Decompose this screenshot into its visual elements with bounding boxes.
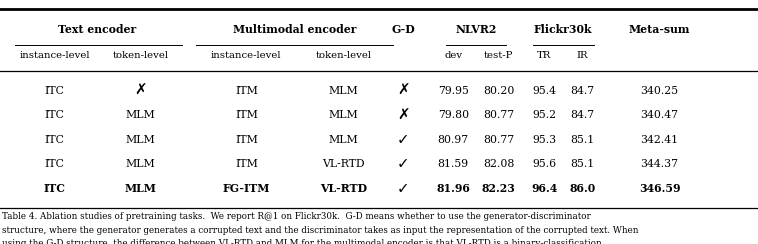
- Text: IR: IR: [576, 51, 588, 60]
- Text: ITC: ITC: [45, 110, 64, 120]
- Text: ITM: ITM: [235, 159, 258, 169]
- Text: ✗: ✗: [134, 83, 146, 98]
- Text: Meta-sum: Meta-sum: [629, 24, 690, 35]
- Text: ✗: ✗: [397, 108, 409, 123]
- Text: Multimodal encoder: Multimodal encoder: [233, 24, 356, 35]
- Text: ITC: ITC: [45, 135, 64, 144]
- Text: ITC: ITC: [43, 183, 66, 194]
- Text: 84.7: 84.7: [570, 110, 594, 120]
- Text: 344.37: 344.37: [641, 159, 678, 169]
- Text: ITC: ITC: [45, 86, 64, 96]
- Text: MLM: MLM: [124, 183, 156, 194]
- Text: 80.20: 80.20: [483, 86, 515, 96]
- Text: 95.3: 95.3: [532, 135, 556, 144]
- Text: 84.7: 84.7: [570, 86, 594, 96]
- Text: 340.47: 340.47: [641, 110, 678, 120]
- Text: 85.1: 85.1: [570, 159, 594, 169]
- Text: 95.4: 95.4: [532, 86, 556, 96]
- Text: instance-level: instance-level: [211, 51, 282, 60]
- Text: TR: TR: [537, 51, 551, 60]
- Text: 81.59: 81.59: [437, 159, 469, 169]
- Text: instance-level: instance-level: [19, 51, 90, 60]
- Text: MLM: MLM: [328, 86, 359, 96]
- Text: ✓: ✓: [397, 156, 409, 172]
- Text: ITM: ITM: [235, 86, 258, 96]
- Text: 81.96: 81.96: [437, 183, 470, 194]
- Text: FG-ITM: FG-ITM: [223, 183, 270, 194]
- Text: 346.59: 346.59: [639, 183, 680, 194]
- Text: ✓: ✓: [397, 132, 409, 147]
- Text: 82.08: 82.08: [483, 159, 515, 169]
- Text: 95.6: 95.6: [532, 159, 556, 169]
- Text: 86.0: 86.0: [569, 183, 595, 194]
- Text: Flickr30k: Flickr30k: [534, 24, 593, 35]
- Text: MLM: MLM: [125, 110, 155, 120]
- Text: NLVR2: NLVR2: [456, 24, 496, 35]
- Text: MLM: MLM: [125, 135, 155, 144]
- Text: ITM: ITM: [235, 110, 258, 120]
- Text: VL-RTD: VL-RTD: [322, 159, 365, 169]
- Text: 96.4: 96.4: [531, 183, 557, 194]
- Text: ✗: ✗: [397, 83, 409, 98]
- Text: ITM: ITM: [235, 135, 258, 144]
- Text: 85.1: 85.1: [570, 135, 594, 144]
- Text: 95.2: 95.2: [532, 110, 556, 120]
- Text: structure, where the generator generates a corrupted text and the discriminator : structure, where the generator generates…: [2, 226, 639, 235]
- Text: 79.80: 79.80: [437, 110, 469, 120]
- Text: Text encoder: Text encoder: [58, 24, 136, 35]
- Text: 79.95: 79.95: [438, 86, 468, 96]
- Text: MLM: MLM: [328, 135, 359, 144]
- Text: Table 4. Ablation studies of pretraining tasks.  We report R@1 on Flickr30k.  G-: Table 4. Ablation studies of pretraining…: [2, 212, 591, 221]
- Text: 342.41: 342.41: [641, 135, 678, 144]
- Text: MLM: MLM: [328, 110, 359, 120]
- Text: token-level: token-level: [315, 51, 371, 60]
- Text: ✓: ✓: [397, 181, 409, 196]
- Text: VL-RTD: VL-RTD: [320, 183, 367, 194]
- Text: token-level: token-level: [112, 51, 168, 60]
- Text: using the G-D structure, the difference between VL-RTD and MLM for the multimoda: using the G-D structure, the difference …: [2, 239, 602, 244]
- Text: G-D: G-D: [391, 24, 415, 35]
- Text: dev: dev: [444, 51, 462, 60]
- Text: test-P: test-P: [484, 51, 513, 60]
- Text: 82.23: 82.23: [482, 183, 515, 194]
- Text: 80.77: 80.77: [483, 110, 515, 120]
- Text: 80.97: 80.97: [437, 135, 469, 144]
- Text: 80.77: 80.77: [483, 135, 515, 144]
- Text: ITC: ITC: [45, 159, 64, 169]
- Text: 340.25: 340.25: [641, 86, 678, 96]
- Text: MLM: MLM: [125, 159, 155, 169]
